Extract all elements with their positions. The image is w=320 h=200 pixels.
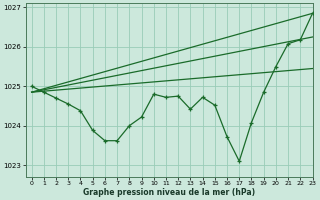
X-axis label: Graphe pression niveau de la mer (hPa): Graphe pression niveau de la mer (hPa)	[83, 188, 255, 197]
